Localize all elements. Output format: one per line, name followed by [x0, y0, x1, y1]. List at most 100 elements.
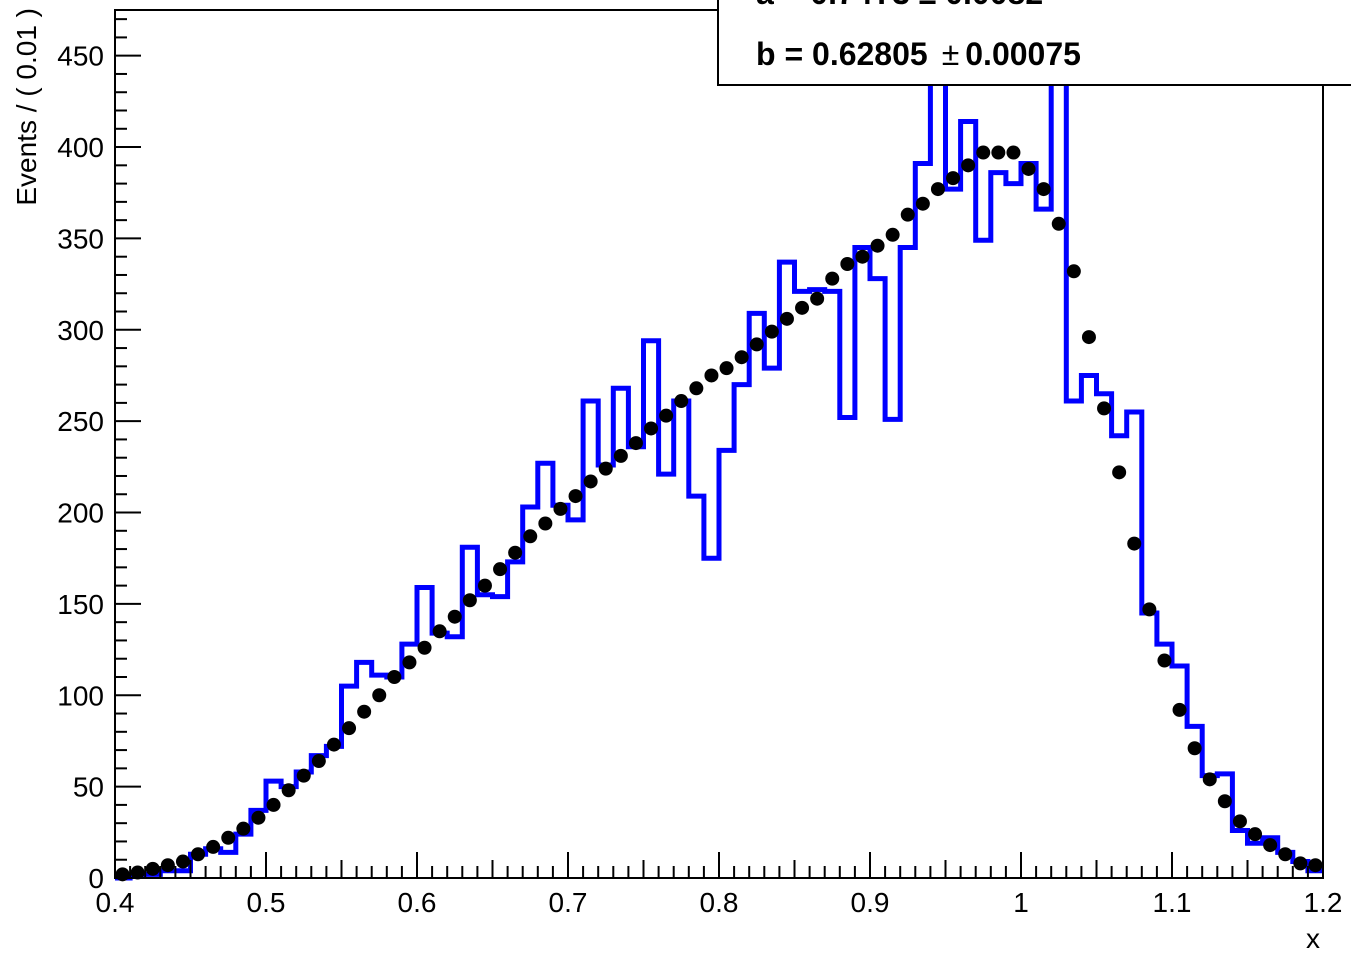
data-point: [930, 182, 945, 197]
data-point: [1157, 653, 1172, 668]
data-point: [870, 238, 885, 253]
data-point: [976, 145, 991, 160]
y-tick-label: 450: [57, 41, 104, 72]
y-tick-label: 250: [57, 406, 104, 437]
data-point: [900, 207, 915, 222]
data-points-layer: [115, 145, 1323, 882]
x-tick-label: 0.4: [96, 887, 135, 918]
data-point: [810, 291, 825, 306]
data-point: [206, 839, 221, 854]
data-point: [855, 249, 870, 264]
histogram-layer: [115, 16, 1323, 881]
data-point: [236, 821, 251, 836]
data-point: [372, 688, 387, 703]
data-point: [1142, 602, 1157, 617]
x-tick-label: 0.8: [700, 887, 739, 918]
data-point: [160, 858, 175, 873]
data-point: [659, 408, 674, 423]
data-point: [644, 421, 659, 436]
data-point: [1263, 838, 1278, 853]
data-point: [447, 609, 462, 624]
x-tick-label: 1: [1013, 887, 1029, 918]
data-point: [462, 593, 477, 608]
data-point: [342, 721, 357, 736]
data-point: [115, 867, 130, 882]
data-point: [387, 669, 402, 684]
data-point: [175, 854, 190, 869]
x-tick-label: 1.2: [1304, 887, 1343, 918]
data-point: [1112, 465, 1127, 480]
y-tick-label: 150: [57, 589, 104, 620]
data-point: [991, 145, 1006, 160]
data-point: [1187, 741, 1202, 756]
data-point: [704, 368, 719, 383]
data-point: [779, 311, 794, 326]
data-point: [251, 810, 266, 825]
data-point: [130, 865, 145, 880]
y-tick-label: 350: [57, 223, 104, 254]
fit-param-b-error: 0.00075: [965, 36, 1081, 72]
data-point: [795, 300, 810, 315]
data-point: [1097, 401, 1112, 416]
data-point: [749, 337, 764, 352]
y-tick-label: 100: [57, 680, 104, 711]
data-point: [1127, 536, 1142, 551]
fit-stats-box-frame: [717, 0, 1351, 86]
tick-labels-layer: 0.4 0.5 0.6 0.7 0.8 0.9 1 1.1 1.2 0 50 100 150 200 250…: [57, 41, 1342, 918]
x-tick-label: 0.9: [851, 887, 890, 918]
data-point: [583, 474, 598, 489]
y-tick-label: 0: [88, 863, 104, 894]
data-point: [145, 861, 160, 876]
data-point: [221, 830, 236, 845]
data-point: [1293, 856, 1308, 871]
data-point: [281, 783, 296, 798]
data-point: [628, 436, 643, 451]
data-point: [1217, 794, 1232, 809]
data-point: [1308, 858, 1323, 873]
data-point: [719, 361, 734, 376]
data-point: [493, 562, 508, 577]
data-point: [477, 578, 492, 593]
y-tick-label: 300: [57, 315, 104, 346]
x-tick-label: 0.5: [247, 887, 286, 918]
data-point: [961, 158, 976, 173]
x-tick-label: 1.1: [1153, 887, 1192, 918]
data-point: [825, 271, 840, 286]
data-point: [538, 516, 553, 531]
data-point: [553, 501, 568, 516]
data-point: [674, 394, 689, 409]
data-point: [417, 640, 432, 655]
data-point: [266, 797, 281, 812]
data-point: [1051, 216, 1066, 231]
data-point: [1081, 330, 1096, 345]
plot-frame-layer: [114, 9, 1324, 879]
x-tick-label: 0.6: [398, 887, 437, 918]
data-point: [840, 257, 855, 271]
y-axis-title: Events / ( 0.01 ): [11, 8, 42, 206]
data-point: [1066, 264, 1081, 279]
data-point: [508, 545, 523, 560]
data-point: [915, 196, 930, 211]
data-point: [191, 847, 206, 862]
data-point: [1036, 182, 1051, 197]
data-point: [357, 704, 372, 719]
data-point: [946, 171, 961, 186]
histogram-step-line: [115, 16, 1323, 881]
data-point: [326, 737, 341, 752]
data-point: [523, 529, 538, 544]
fit-param-b-pm: ±: [942, 36, 960, 72]
data-point: [1248, 827, 1263, 842]
data-point: [1021, 161, 1036, 176]
data-point: [613, 448, 628, 463]
data-point: [296, 768, 311, 783]
data-point: [1006, 145, 1021, 160]
data-point: [568, 489, 583, 504]
data-point: [1172, 702, 1187, 717]
data-point: [885, 227, 900, 242]
fit-param-b: b = 0.62805 ±0.00075: [756, 36, 1081, 72]
data-point: [689, 381, 704, 396]
data-point: [311, 754, 326, 769]
y-tick-label: 50: [73, 772, 104, 803]
x-tick-label: 0.7: [549, 887, 588, 918]
